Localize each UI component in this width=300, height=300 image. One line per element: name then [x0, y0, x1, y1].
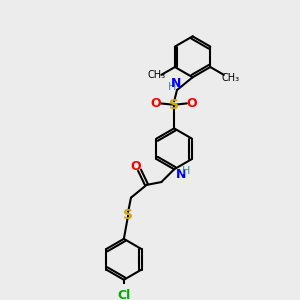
- Text: H: H: [168, 82, 176, 92]
- Text: O: O: [130, 160, 140, 173]
- Text: S: S: [169, 98, 179, 112]
- Text: O: O: [150, 97, 161, 110]
- Text: S: S: [123, 208, 133, 222]
- Text: N: N: [171, 77, 182, 90]
- Text: CH₃: CH₃: [221, 73, 239, 83]
- Text: H: H: [182, 166, 190, 176]
- Text: O: O: [187, 97, 197, 110]
- Text: CH₃: CH₃: [147, 70, 165, 80]
- Text: N: N: [176, 168, 186, 181]
- Text: Cl: Cl: [117, 289, 130, 300]
